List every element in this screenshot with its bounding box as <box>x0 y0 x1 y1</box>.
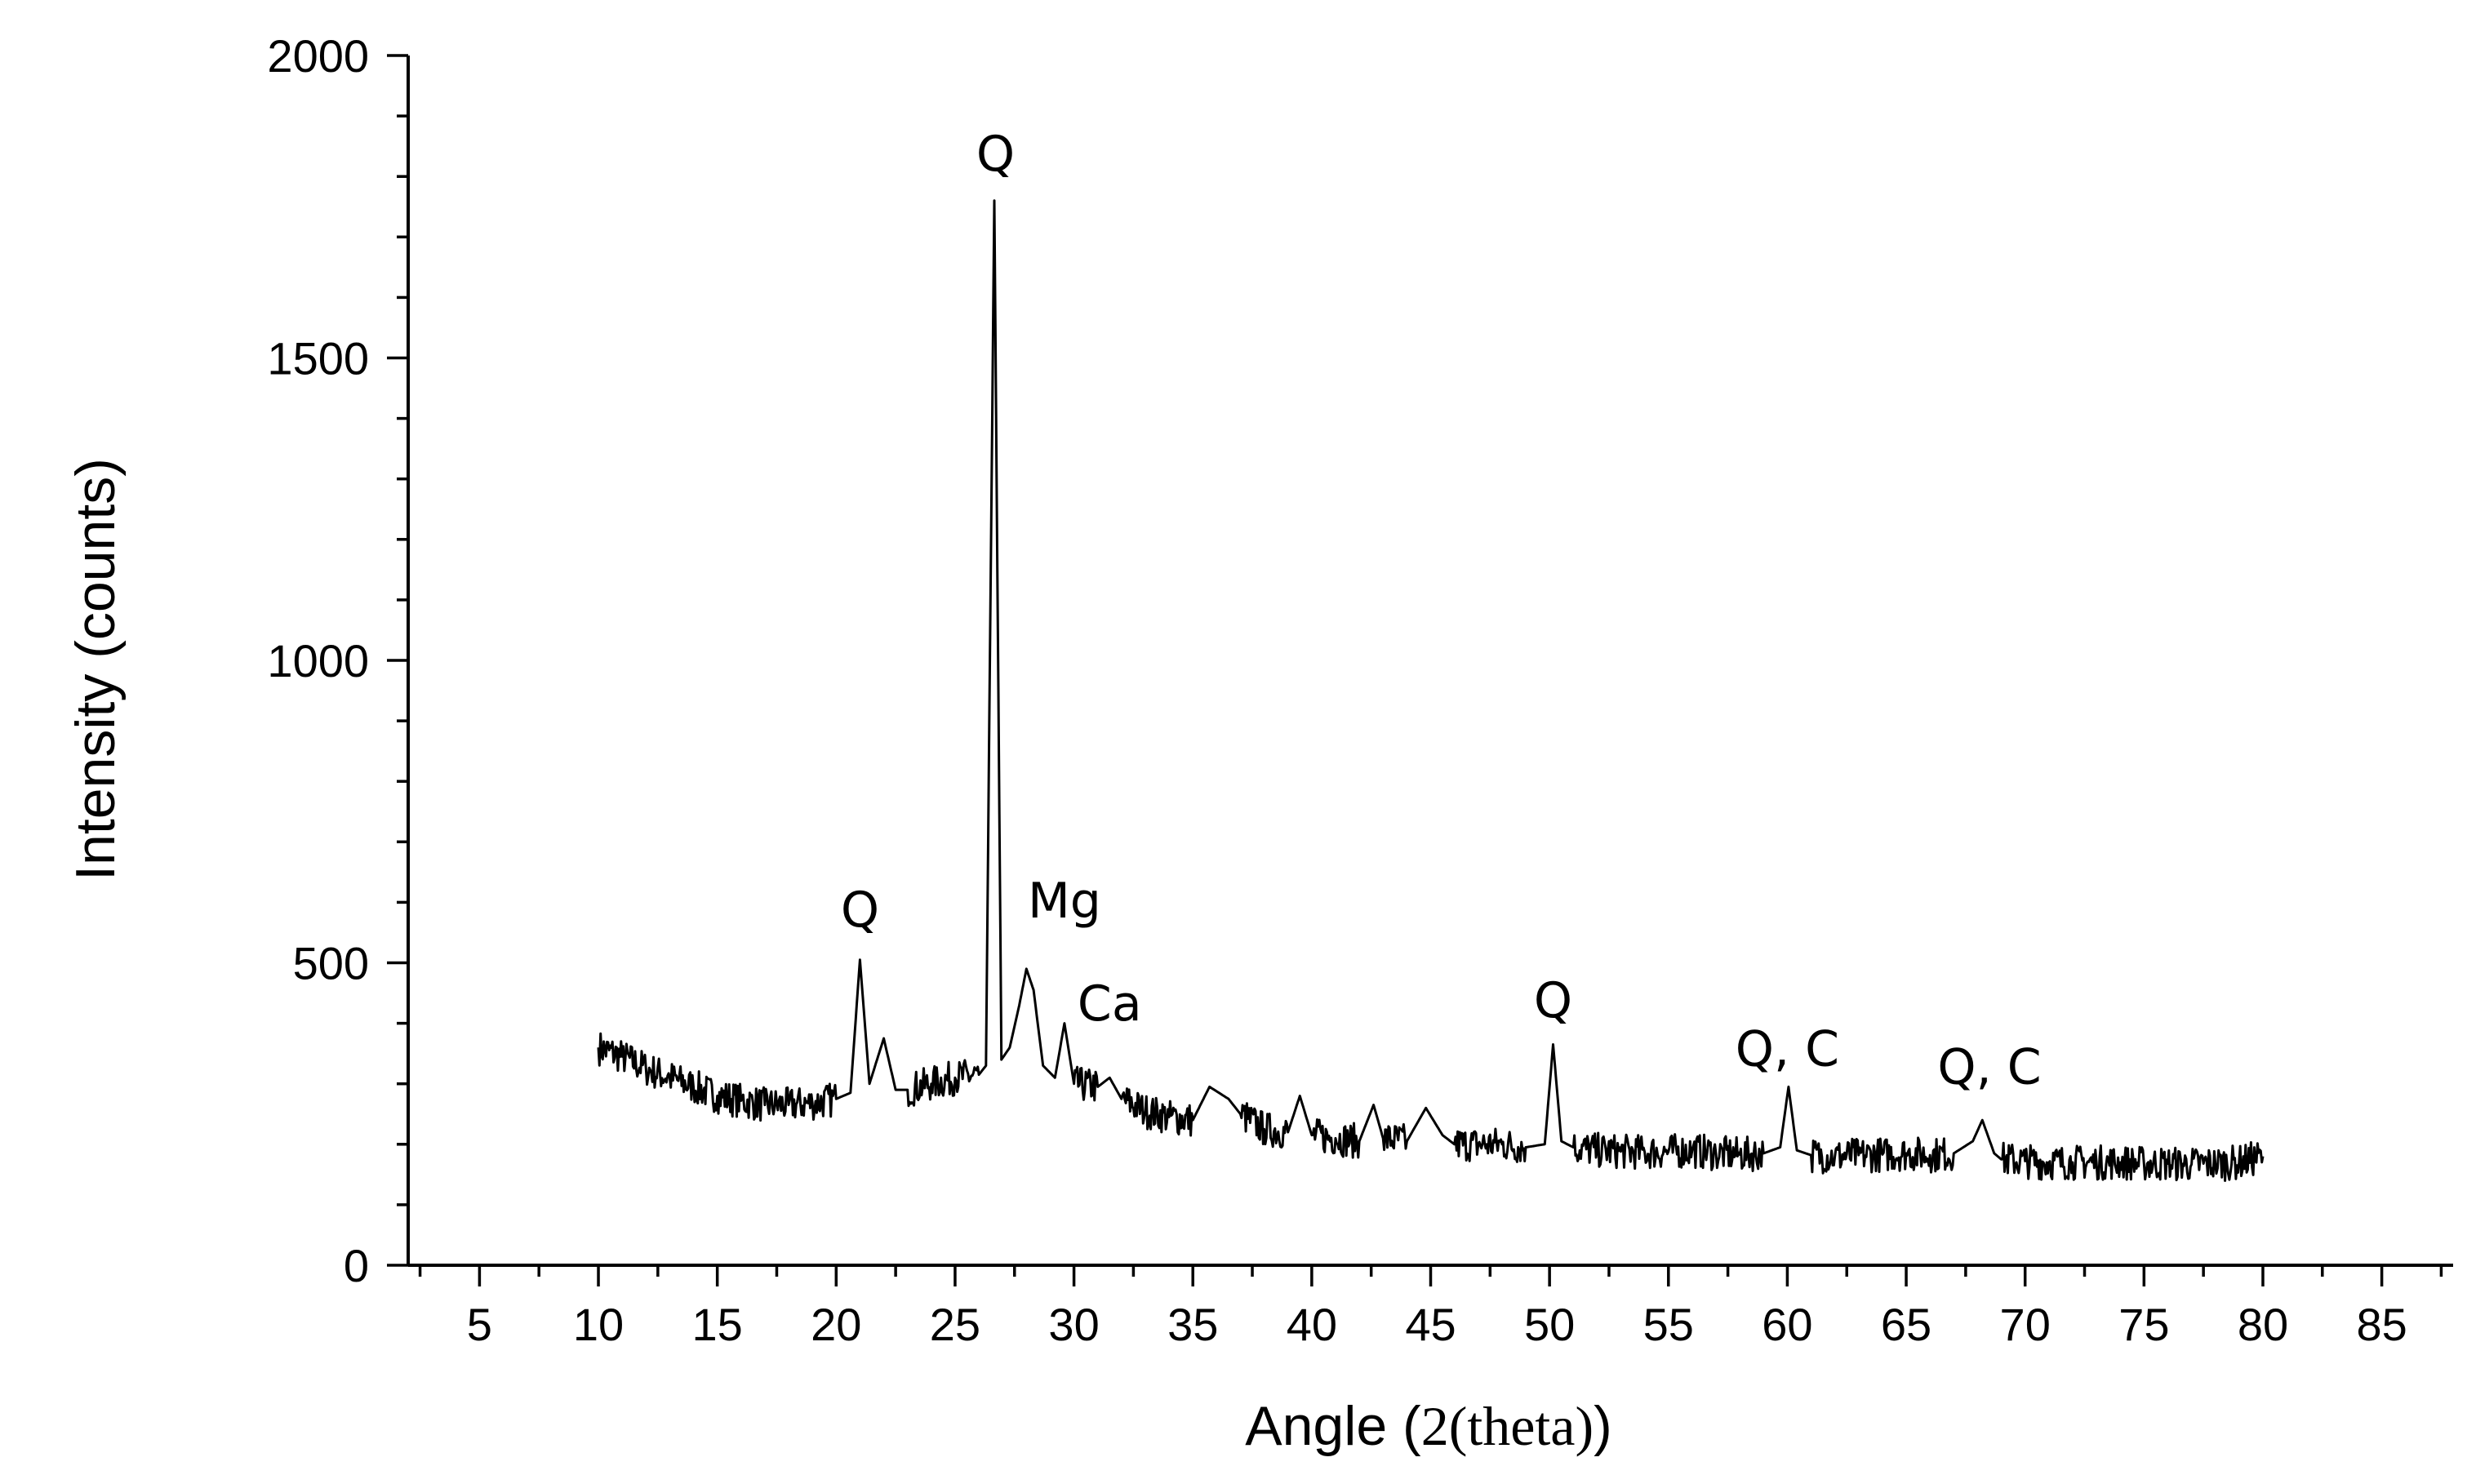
peak-label: Mg <box>1028 873 1101 930</box>
peak-label: Q <box>976 126 1015 183</box>
y-tick-label: 1000 <box>267 635 369 686</box>
axes: 5 10 15 20 25 30 35 40 45 50 55 60 65 70 75 80 85 0 500 100… <box>267 30 2453 1350</box>
peak-annotations: Q Q Mg Ca Q Q, C Q, C <box>841 126 2042 1096</box>
peak-label: Q, C <box>1736 1020 1839 1077</box>
x-tick-label: 15 <box>692 1299 743 1350</box>
x-tick-label: 55 <box>1643 1299 1694 1350</box>
x-tick-label: 45 <box>1405 1299 1456 1350</box>
x-tick-label: 35 <box>1167 1299 1218 1350</box>
x-tick-label: 50 <box>1524 1299 1575 1350</box>
x-tick-label: 5 <box>467 1299 492 1350</box>
peak-label: Q <box>841 882 879 939</box>
x-tick-label: 25 <box>930 1299 980 1350</box>
x-tick-label: 65 <box>1881 1299 1931 1350</box>
y-tick-label: 500 <box>293 938 369 989</box>
y-tick-label: 1500 <box>267 333 369 384</box>
x-tick-label: 40 <box>1287 1299 1337 1350</box>
y-axis-title: Intensity (counts) <box>64 458 127 881</box>
x-axis-title: Angle (2(theta)) <box>1245 1395 1612 1457</box>
y-tick-label: 0 <box>344 1240 369 1291</box>
peak-label: Q, C <box>1937 1039 2041 1096</box>
x-tick-label: 20 <box>811 1299 861 1350</box>
x-tick-label: 30 <box>1048 1299 1099 1350</box>
xrd-trace-line <box>597 199 2265 1182</box>
x-tick-label: 60 <box>1762 1299 1812 1350</box>
x-tick-label: 80 <box>2238 1299 2288 1350</box>
x-tick-label: 10 <box>573 1299 624 1350</box>
y-tick-label: 2000 <box>267 30 369 82</box>
x-tick-label: 70 <box>2000 1299 2051 1350</box>
x-tick-label: 85 <box>2356 1299 2407 1350</box>
plot-area <box>597 199 2265 1182</box>
peak-label: Q <box>1534 972 1572 1029</box>
peak-label: Ca <box>1078 975 1142 1033</box>
x-tick-label: 75 <box>2118 1299 2169 1350</box>
